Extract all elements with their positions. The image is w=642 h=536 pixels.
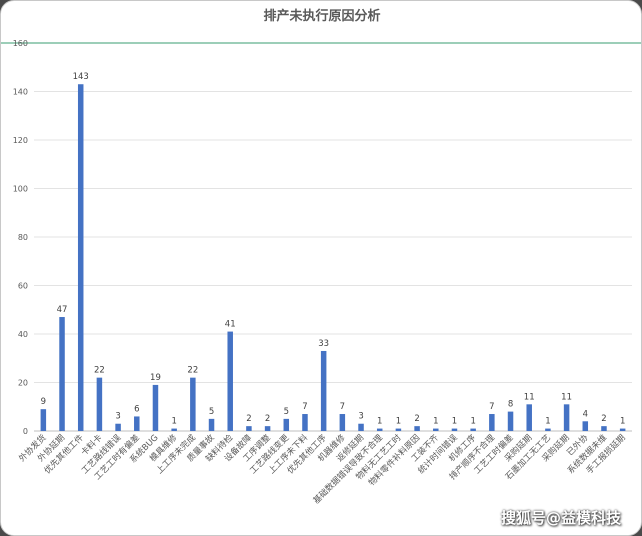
- data-label: 19: [150, 373, 161, 383]
- data-label: 1: [433, 417, 438, 427]
- watermark: 搜狐号@益模科技: [501, 509, 622, 527]
- bar: [601, 426, 607, 431]
- x-axis-labels: 外协发货外协延期优先其他工件卡料卡工艺路线错误工艺工时有偏差系统BUG模具维修上…: [17, 432, 628, 506]
- y-tick-label: 20: [18, 379, 28, 388]
- y-tick-label: 120: [13, 136, 28, 145]
- data-label: 7: [340, 402, 345, 412]
- bars: [40, 84, 626, 431]
- bar: [190, 377, 196, 431]
- bar: [59, 317, 65, 431]
- data-label: 8: [508, 400, 513, 410]
- data-label: 1: [377, 417, 382, 427]
- bar: [582, 421, 589, 431]
- data-label: 1: [452, 417, 457, 427]
- bar: [395, 428, 402, 431]
- bar: [376, 428, 383, 431]
- bar: [302, 414, 308, 431]
- bar: [134, 416, 140, 431]
- bar: [451, 428, 458, 431]
- chart-title: 排产未执行原因分析: [263, 8, 380, 24]
- data-label: 1: [171, 417, 176, 427]
- bar: [320, 350, 327, 431]
- data-label: 1: [396, 417, 401, 427]
- data-label: 5: [209, 407, 214, 417]
- bar: [115, 423, 121, 431]
- bar: [96, 377, 103, 431]
- data-label: 2: [414, 414, 419, 424]
- gridlines: [1, 42, 641, 432]
- data-label: 7: [302, 402, 307, 412]
- bar: [470, 428, 476, 431]
- bar: [545, 428, 551, 431]
- data-label: 1: [545, 417, 550, 427]
- data-label: 143: [73, 72, 89, 82]
- bar: [77, 84, 84, 431]
- bar: [246, 426, 252, 431]
- data-label: 33: [318, 339, 329, 349]
- bar: [414, 426, 420, 431]
- bar: [358, 423, 364, 431]
- data-label: 2: [601, 414, 606, 424]
- bar: [40, 409, 47, 431]
- data-label: 1: [620, 417, 625, 427]
- bar: [526, 404, 532, 431]
- data-label: 2: [246, 414, 251, 424]
- y-tick-label: 160: [13, 39, 28, 48]
- y-tick-label: 80: [18, 233, 28, 242]
- bar: [152, 384, 159, 431]
- bar: [563, 404, 570, 431]
- data-label: 22: [94, 366, 105, 376]
- y-tick-label: 0: [23, 427, 28, 436]
- bar: [339, 414, 346, 431]
- y-axis-tick-labels: 0 20 40 60 80 100 120 140 160: [13, 39, 28, 436]
- data-label: 3: [358, 412, 363, 422]
- bar: [264, 426, 271, 431]
- data-label: 2: [265, 414, 270, 424]
- y-tick-label: 100: [13, 185, 28, 194]
- bar: [227, 331, 233, 431]
- y-tick-label: 40: [18, 330, 28, 339]
- data-label: 11: [524, 392, 535, 402]
- bar: [619, 428, 626, 431]
- bar: [433, 428, 439, 431]
- bar: [283, 418, 290, 431]
- bar: [171, 428, 177, 431]
- bar: [507, 411, 514, 431]
- bar: [208, 418, 215, 431]
- data-label: 4: [583, 409, 588, 419]
- y-tick-label: 140: [13, 88, 28, 97]
- data-label: 22: [187, 366, 198, 376]
- data-label: 3: [115, 412, 120, 422]
- data-label: 7: [489, 402, 494, 412]
- data-label: 9: [41, 397, 46, 407]
- data-label: 1: [470, 417, 475, 427]
- data-label: 5: [284, 407, 289, 417]
- bar: [489, 414, 495, 431]
- data-label: 6: [134, 404, 139, 414]
- data-label: 41: [225, 320, 236, 330]
- data-label: 47: [57, 305, 68, 315]
- data-label: 11: [561, 392, 572, 402]
- y-tick-label: 60: [18, 282, 28, 291]
